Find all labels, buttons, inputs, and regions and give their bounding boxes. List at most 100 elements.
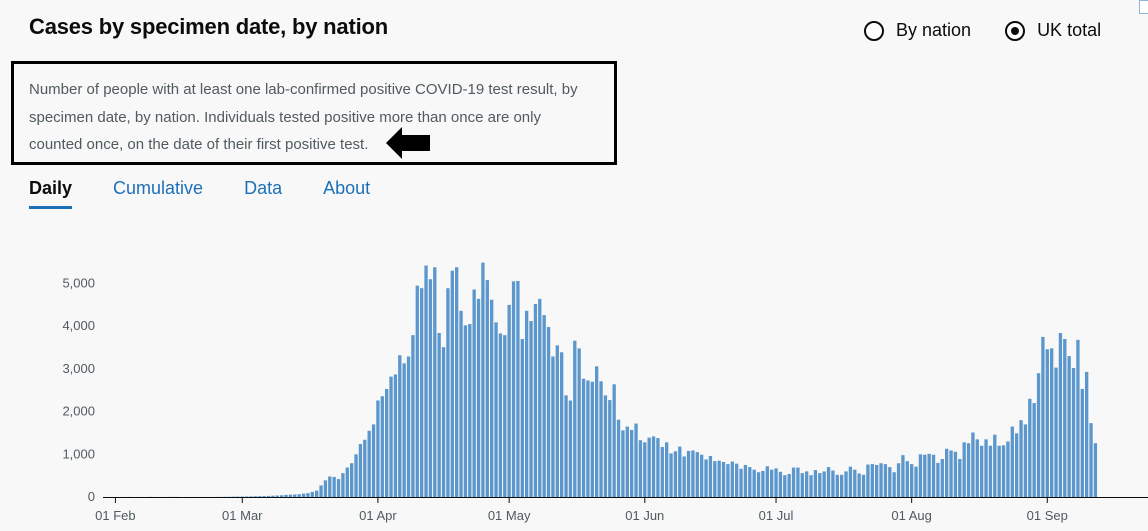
bar[interactable]: [621, 430, 625, 497]
bar[interactable]: [494, 322, 498, 497]
bar[interactable]: [1023, 424, 1028, 497]
bar[interactable]: [831, 470, 835, 497]
bar[interactable]: [1063, 339, 1067, 497]
bar[interactable]: [564, 395, 568, 497]
bar[interactable]: [682, 456, 686, 498]
bar[interactable]: [450, 270, 454, 497]
bar[interactable]: [914, 466, 918, 497]
bar[interactable]: [402, 363, 406, 497]
bar[interactable]: [393, 374, 398, 497]
bar[interactable]: [472, 289, 476, 497]
bar[interactable]: [476, 298, 481, 497]
bar[interactable]: [888, 467, 892, 497]
bar[interactable]: [835, 474, 839, 497]
tab-daily[interactable]: Daily: [29, 178, 73, 209]
bar[interactable]: [249, 496, 253, 498]
bar[interactable]: [1071, 368, 1076, 497]
bar[interactable]: [923, 454, 927, 497]
bar[interactable]: [555, 345, 559, 497]
bar[interactable]: [533, 304, 538, 497]
bar[interactable]: [411, 335, 415, 497]
bar[interactable]: [691, 450, 695, 497]
bar[interactable]: [1015, 433, 1019, 497]
bar[interactable]: [336, 479, 341, 497]
bar[interactable]: [743, 464, 748, 497]
bar[interactable]: [319, 485, 323, 497]
bar[interactable]: [406, 356, 411, 497]
bar[interactable]: [940, 459, 944, 497]
bar[interactable]: [581, 378, 586, 497]
bar[interactable]: [280, 495, 284, 497]
bar[interactable]: [350, 463, 354, 497]
bar[interactable]: [818, 473, 822, 497]
bar[interactable]: [275, 495, 279, 497]
bar[interactable]: [323, 480, 328, 497]
radio-uk-total[interactable]: UK total: [1005, 20, 1101, 41]
bar[interactable]: [809, 475, 813, 497]
bar[interactable]: [1001, 445, 1006, 497]
radio-by-nation[interactable]: By nation: [864, 20, 971, 41]
bar[interactable]: [761, 470, 765, 497]
bar[interactable]: [551, 356, 555, 497]
bar[interactable]: [980, 445, 984, 497]
bar[interactable]: [590, 381, 594, 497]
bar[interactable]: [293, 494, 297, 497]
bar[interactable]: [297, 494, 301, 497]
bar[interactable]: [730, 461, 734, 497]
bar[interactable]: [931, 454, 936, 497]
bar[interactable]: [455, 267, 459, 497]
bar[interactable]: [560, 352, 564, 497]
bar[interactable]: [424, 265, 428, 497]
bar[interactable]: [516, 280, 520, 497]
bar[interactable]: [306, 493, 310, 497]
bar[interactable]: [651, 436, 656, 497]
bar[interactable]: [371, 424, 376, 497]
bar[interactable]: [1058, 333, 1063, 497]
bar[interactable]: [945, 448, 949, 497]
bar[interactable]: [266, 495, 271, 497]
bar[interactable]: [783, 475, 787, 497]
bar[interactable]: [861, 474, 866, 497]
bar[interactable]: [463, 325, 468, 497]
bar[interactable]: [367, 430, 371, 497]
bar[interactable]: [848, 466, 853, 497]
bar[interactable]: [638, 440, 643, 497]
bar[interactable]: [984, 439, 988, 497]
bar[interactable]: [857, 473, 861, 497]
bar[interactable]: [385, 388, 389, 497]
bar[interactable]: [568, 400, 573, 498]
bar[interactable]: [879, 463, 883, 497]
bar[interactable]: [262, 496, 266, 498]
bar[interactable]: [498, 333, 503, 497]
bar[interactable]: [288, 494, 293, 497]
bar[interactable]: [459, 310, 463, 497]
bar[interactable]: [770, 469, 774, 497]
bar[interactable]: [441, 347, 446, 497]
bar[interactable]: [573, 340, 577, 497]
bar[interactable]: [301, 493, 306, 497]
bar[interactable]: [437, 333, 441, 497]
radio-checked-icon[interactable]: [1005, 20, 1026, 41]
radio-unchecked-icon[interactable]: [864, 20, 884, 41]
bar[interactable]: [1032, 403, 1036, 497]
bar[interactable]: [345, 467, 349, 497]
bar[interactable]: [380, 396, 384, 497]
bar[interactable]: [358, 444, 363, 497]
bar[interactable]: [376, 400, 380, 498]
bar[interactable]: [625, 426, 629, 497]
bar[interactable]: [485, 280, 489, 497]
bar[interactable]: [1006, 441, 1010, 497]
bar[interactable]: [468, 324, 472, 497]
bar[interactable]: [796, 467, 800, 497]
bar[interactable]: [800, 473, 804, 497]
bar[interactable]: [341, 473, 345, 497]
bar[interactable]: [735, 463, 739, 497]
bar[interactable]: [490, 299, 494, 497]
bar[interactable]: [446, 288, 450, 497]
bar[interactable]: [415, 285, 419, 497]
bar[interactable]: [678, 446, 682, 497]
bar[interactable]: [503, 335, 507, 497]
bar[interactable]: [966, 443, 971, 497]
bar[interactable]: [748, 467, 752, 497]
bar[interactable]: [765, 466, 769, 497]
